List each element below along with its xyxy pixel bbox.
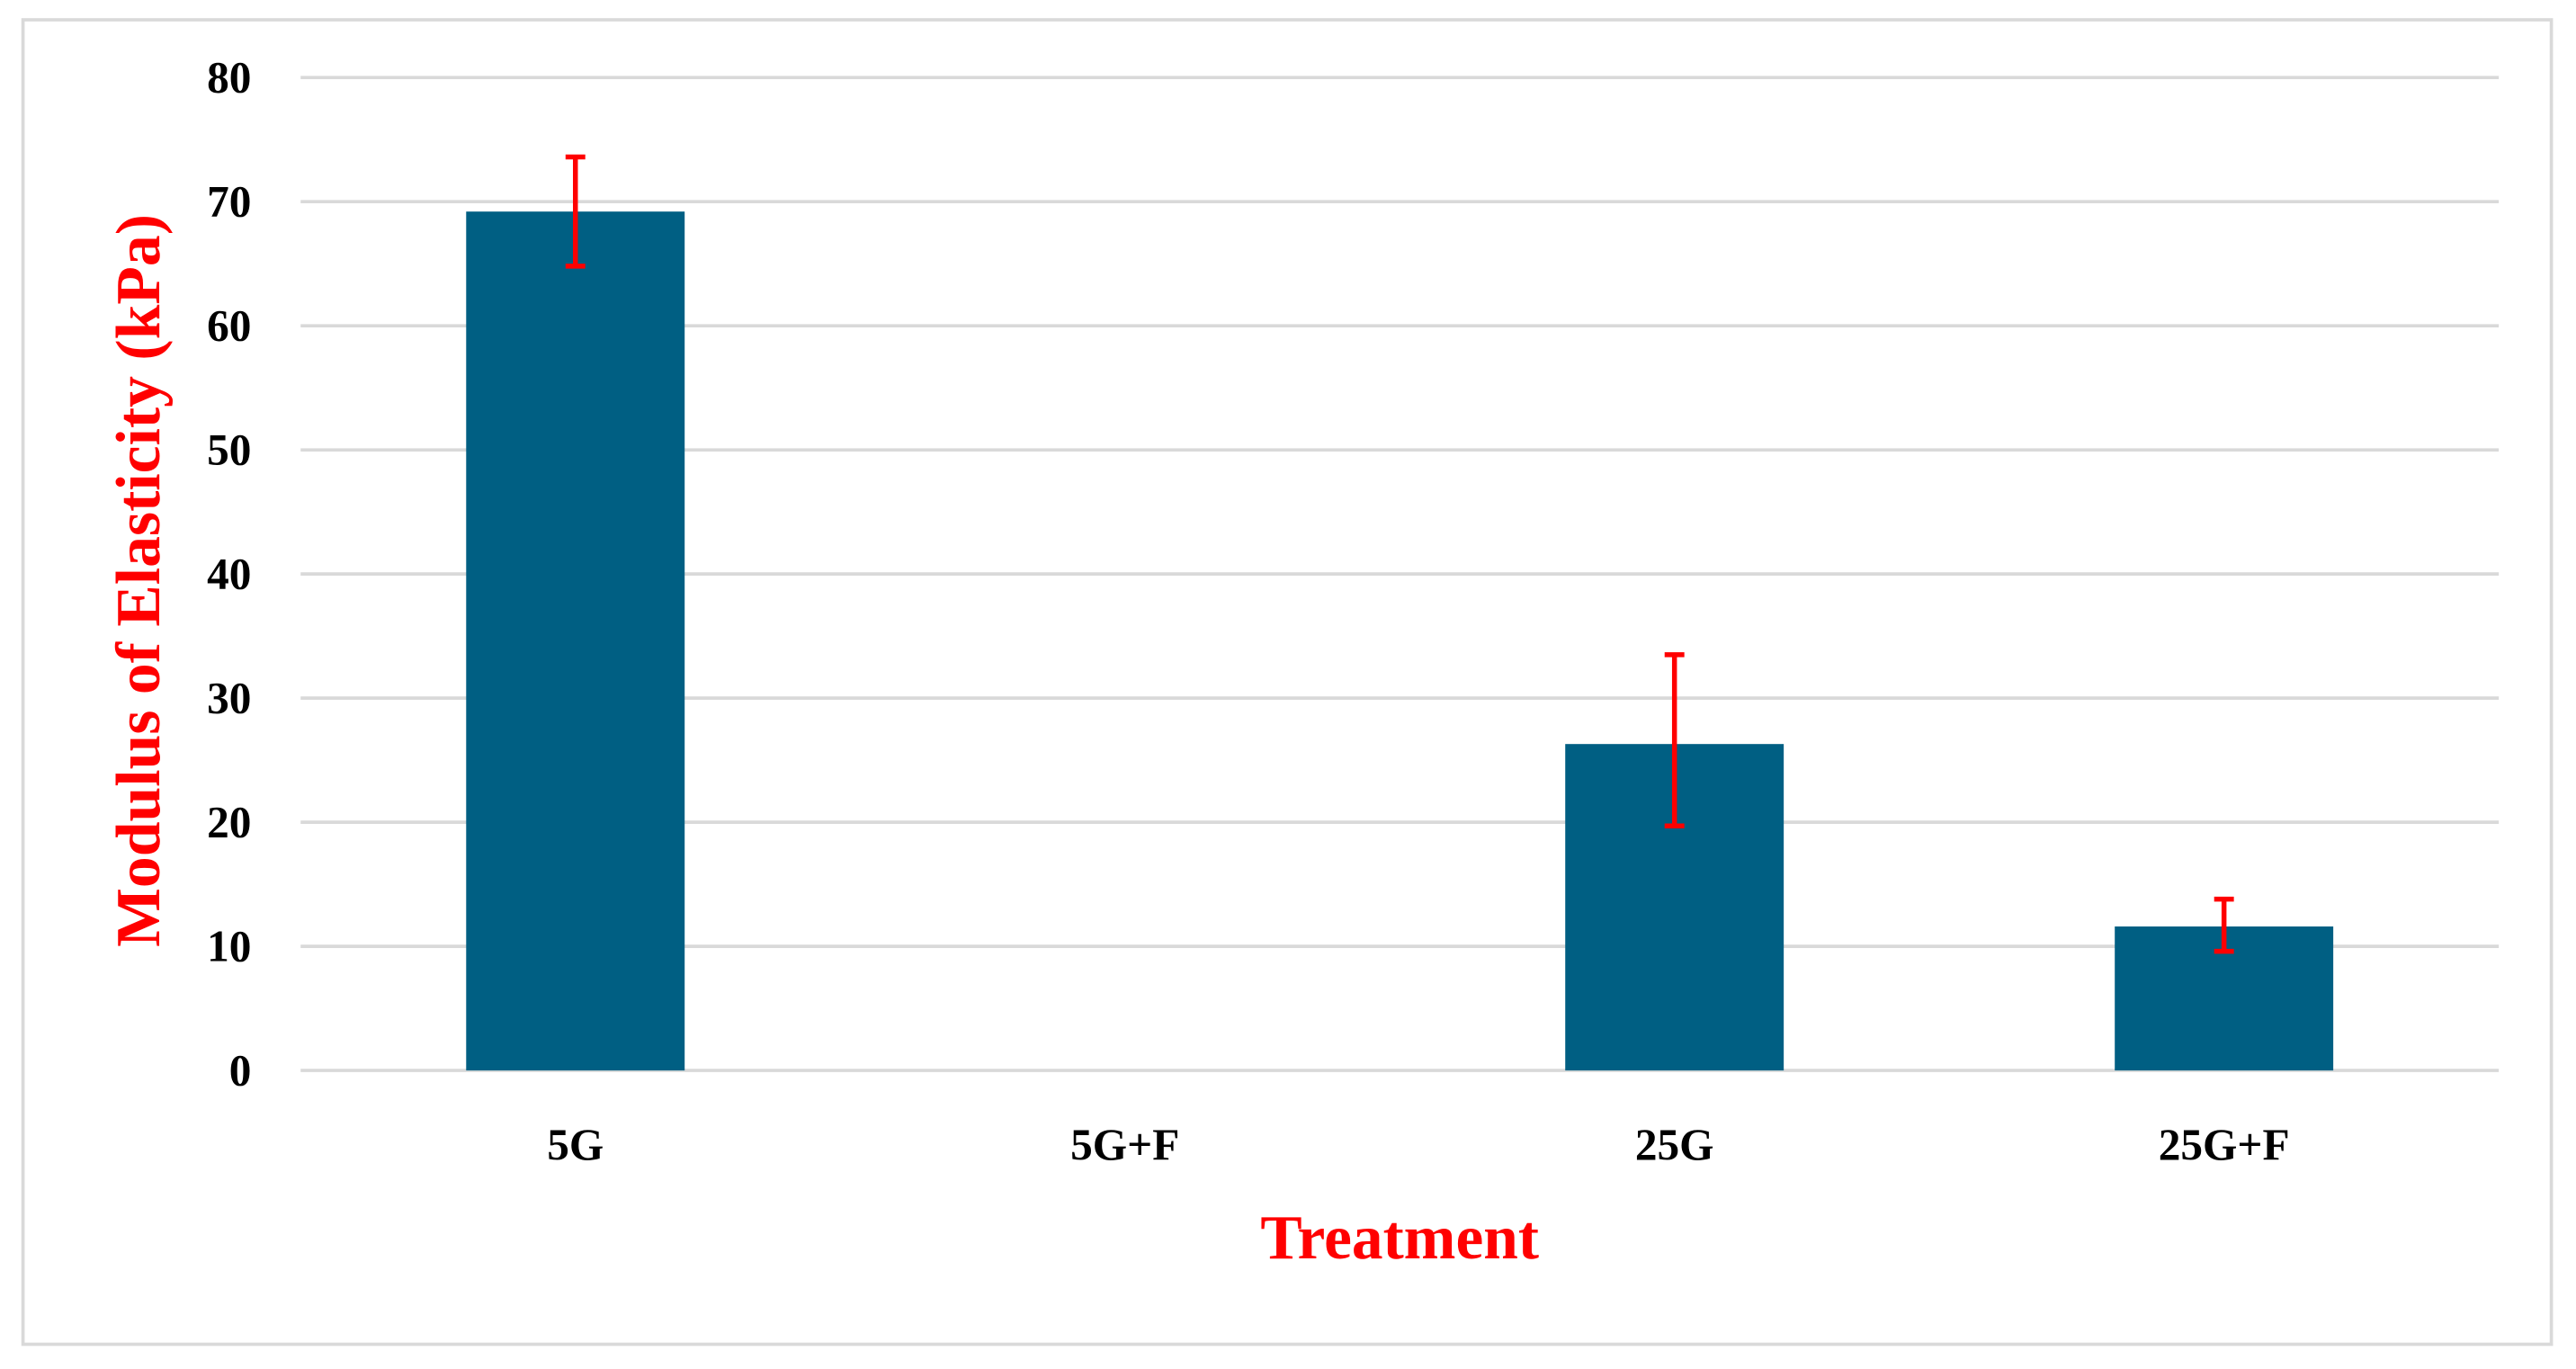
- y-tick-label: 50: [207, 425, 251, 475]
- chart-frame: [21, 18, 2554, 1347]
- x-tick-labels: 5G 5G+F 25G 25G+F: [547, 1120, 2289, 1169]
- y-tick-label: 80: [207, 53, 251, 103]
- error-bar-25G: [1664, 652, 1685, 829]
- y-tick-label: 30: [207, 674, 251, 723]
- y-tick-labels: 0 10 20 30 40 50 60 70 80: [207, 53, 251, 1096]
- x-axis-title: Treatment: [1260, 1203, 1539, 1273]
- y-tick-label: 70: [207, 177, 251, 227]
- y-tick-label: 0: [229, 1046, 252, 1096]
- x-tick-label: 5G+F: [1070, 1120, 1179, 1169]
- bar-5G: [466, 211, 685, 1071]
- x-tick-label: 25G+F: [2159, 1120, 2290, 1169]
- error-bar-25G+F: [2214, 896, 2234, 954]
- y-tick-label: 10: [207, 922, 251, 971]
- error-bar-5G: [565, 154, 586, 269]
- y-axis-title: Modulus of Elasticity (kPa): [104, 214, 174, 947]
- y-tick-label: 60: [207, 301, 251, 351]
- y-tick-label: 20: [207, 798, 251, 847]
- x-tick-label: 25G: [1635, 1120, 1714, 1169]
- x-tick-label: 5G: [547, 1120, 604, 1169]
- y-tick-label: 40: [207, 550, 251, 599]
- error-bars: [565, 154, 2234, 954]
